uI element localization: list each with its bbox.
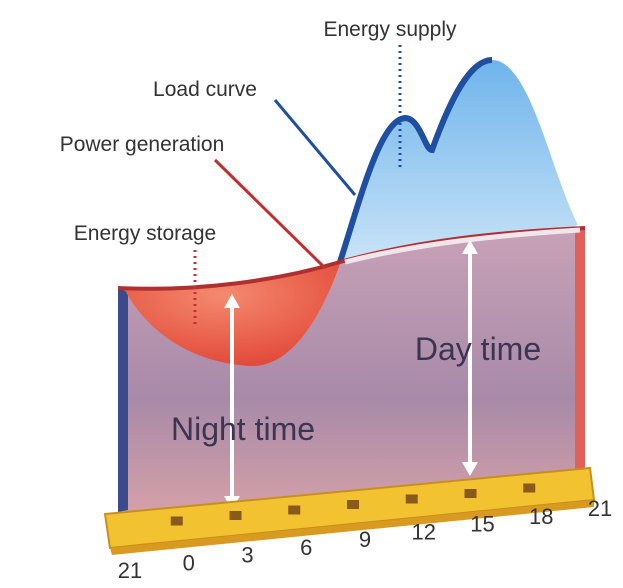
left-edge <box>118 288 128 512</box>
hour-tick <box>406 495 418 504</box>
hour-tick <box>171 517 183 526</box>
day-time-label: Day time <box>415 331 541 367</box>
night-time-label: Night time <box>171 411 315 447</box>
load-curve-label: Load curve <box>153 78 257 101</box>
hour-label: 21 <box>588 496 612 521</box>
load-pointer <box>275 100 355 195</box>
hour-tick <box>523 484 535 493</box>
diagram: Energy supply Load curve Power generatio… <box>0 0 623 588</box>
hour-label: 0 <box>183 550 195 575</box>
hour-tick <box>288 506 300 515</box>
hour-label: 9 <box>359 527 371 552</box>
energy-storage-label: Energy storage <box>74 222 216 245</box>
power-generation-label: Power generation <box>60 133 225 156</box>
body <box>118 228 585 512</box>
hour-label: 21 <box>118 558 142 583</box>
hour-label: 18 <box>529 504 553 529</box>
right-edge <box>575 228 585 470</box>
hour-tick <box>465 489 477 498</box>
hour-label: 15 <box>470 512 494 537</box>
hour-tick <box>347 500 359 509</box>
hour-label: 12 <box>412 519 436 544</box>
generation-pointer <box>215 160 325 268</box>
energy-supply-label: Energy supply <box>323 18 457 41</box>
hour-tick <box>230 511 242 520</box>
hour-label: 3 <box>241 543 253 568</box>
hour-label: 6 <box>300 535 312 560</box>
